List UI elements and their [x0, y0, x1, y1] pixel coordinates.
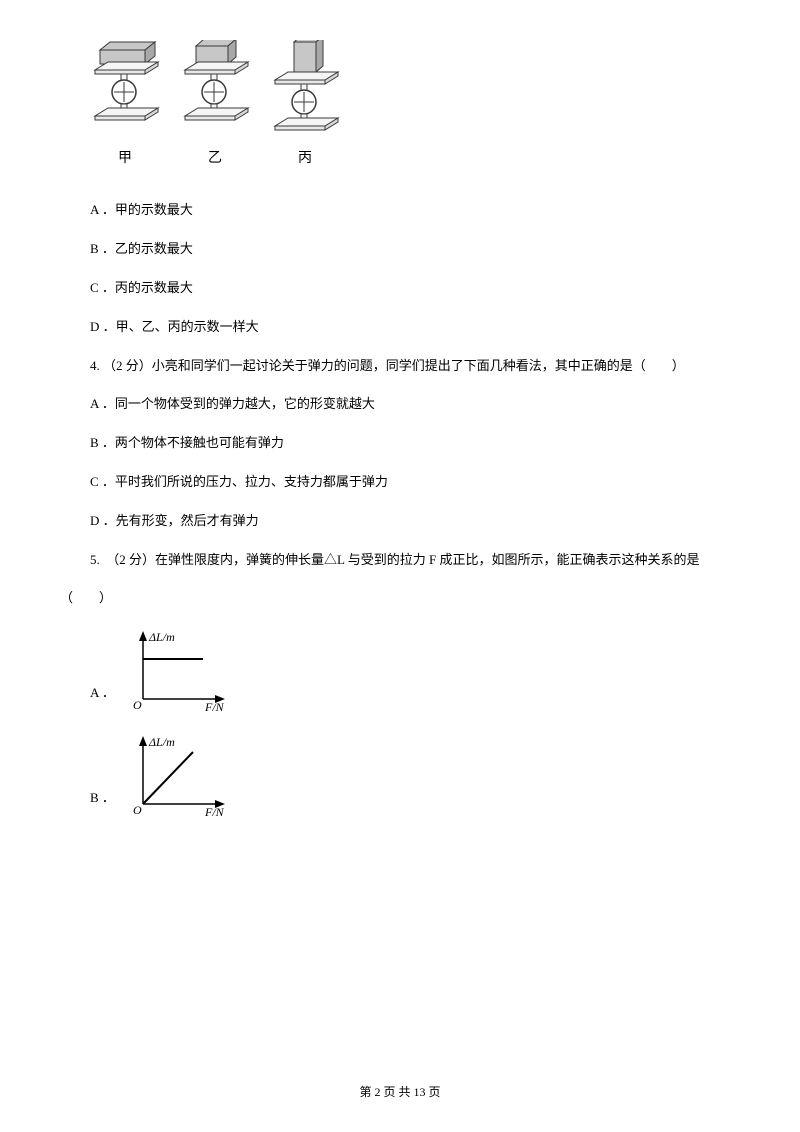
q4-opt-a: A ．同一个物体受到的弹力越大，它的形变就越大	[90, 394, 740, 415]
balance-label-yi: 乙	[180, 148, 250, 170]
q5-opt-a-label: A ．	[90, 683, 115, 704]
balance-figure-row	[90, 40, 740, 140]
svg-text:F/N: F/N	[204, 805, 225, 819]
q5-opt-b: B ． ΔL/m O F/N	[90, 734, 740, 819]
balance-bing	[270, 40, 340, 140]
balance-jia	[90, 40, 160, 140]
balance-labels: 甲 乙 丙	[90, 148, 740, 170]
balance-bing-svg	[270, 40, 340, 140]
graph-a-svg: ΔL/m O F/N	[123, 629, 233, 714]
svg-text:F/N: F/N	[204, 700, 225, 714]
q3-opt-d: D ．甲、乙、丙的示数一样大	[90, 317, 740, 338]
q4-opt-d: D ．先有形变，然后才有弹力	[90, 511, 740, 532]
page-footer: 第 2 页 共 13 页	[0, 1083, 800, 1102]
q4-stem: 4. （2 分）小亮和同学们一起讨论关于弹力的问题，同学们提出了下面几种看法，其…	[90, 356, 740, 377]
q3-opt-a: A ．甲的示数最大	[90, 200, 740, 221]
q3-opt-c: C ．丙的示数最大	[90, 278, 740, 299]
svg-text:ΔL/m: ΔL/m	[148, 735, 175, 749]
balance-label-bing: 丙	[270, 148, 340, 170]
svg-text:O: O	[133, 803, 142, 817]
balance-yi	[180, 40, 250, 140]
q4-opt-c: C ．平时我们所说的压力、拉力、支持力都属于弹力	[90, 472, 740, 493]
q4-opt-b: B ．两个物体不接触也可能有弹力	[90, 433, 740, 454]
graph-b-svg: ΔL/m O F/N	[123, 734, 233, 819]
balance-yi-svg	[180, 40, 250, 130]
svg-text:ΔL/m: ΔL/m	[148, 630, 175, 644]
q5-opt-a: A ． ΔL/m O F/N	[90, 629, 740, 714]
q5-stem: 5. （2 分）在弹性限度内，弹簧的伸长量△L 与受到的拉力 F 成正比，如图所…	[90, 550, 740, 571]
q3-opt-b: B ．乙的示数最大	[90, 239, 740, 260]
q5-stem-cont: （ ）	[60, 588, 740, 609]
q5-opt-b-label: B ．	[90, 788, 115, 809]
balance-jia-svg	[90, 40, 160, 130]
balance-label-jia: 甲	[90, 148, 160, 170]
svg-text:O: O	[133, 698, 142, 712]
